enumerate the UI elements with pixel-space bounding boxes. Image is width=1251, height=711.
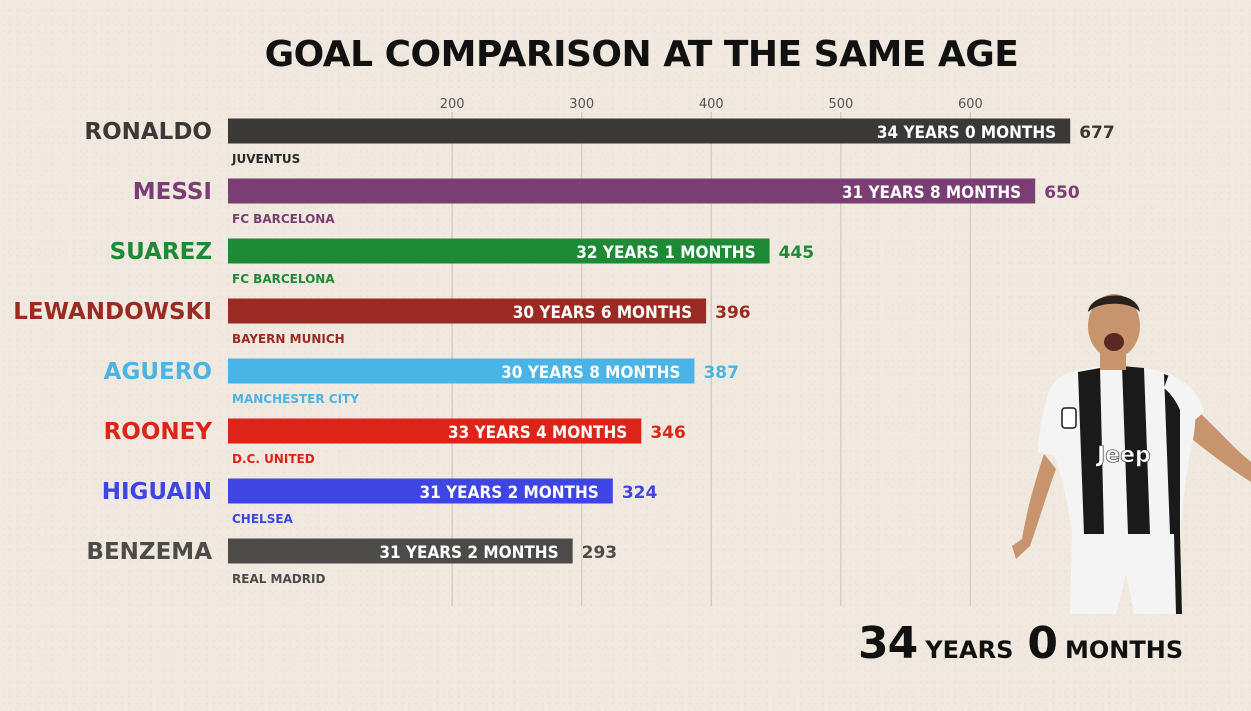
goal-bar	[228, 118, 1071, 144]
x-tick-label: 500	[828, 97, 853, 112]
player-photo: Jeep	[1012, 294, 1251, 614]
goal-bar	[228, 478, 613, 504]
age-label: 31 YEARS 8 MONTHS	[842, 183, 1021, 203]
age-label: 31 YEARS 2 MONTHS	[419, 483, 598, 503]
club-label: FC BARCELONA	[232, 272, 335, 286]
goal-value-label: 677	[1079, 123, 1115, 143]
club-label: JUVENTUS	[231, 152, 300, 166]
goal-bar	[228, 358, 695, 384]
goal-value-label: 346	[650, 423, 686, 443]
age-label: 30 YEARS 8 MONTHS	[501, 363, 680, 383]
goal-bar	[228, 538, 573, 564]
age-label: 32 YEARS 1 MONTHS	[576, 243, 755, 263]
player-name-label: SUAREZ	[110, 239, 212, 265]
player-name-label: BENZEMA	[86, 539, 212, 565]
counter-years-value: 34	[858, 618, 918, 669]
x-tick-label: 300	[569, 97, 594, 112]
counter-months-value: 0	[1027, 618, 1058, 669]
counter-years-unit: YEARS	[925, 636, 1014, 664]
x-axis-ticks: 200 300 400 500 600	[440, 97, 983, 112]
counter-months-unit: MONTHS	[1064, 636, 1184, 664]
goal-value-label: 324	[622, 483, 658, 503]
player-name-label: HIGUAIN	[102, 479, 212, 505]
player-name-label: AGUERO	[104, 359, 212, 385]
svg-text:Jeep: Jeep	[1095, 443, 1151, 468]
age-counter: 34 YEARS 0 MONTHS	[858, 618, 1197, 669]
goal-bar	[228, 238, 770, 264]
goal-bar	[228, 418, 642, 444]
chart-title: GOAL COMPARISON AT THE SAME AGE	[264, 34, 1019, 75]
x-tick-label: 600	[958, 97, 983, 112]
club-label: CHELSEA	[232, 512, 294, 526]
club-label: REAL MADRID	[232, 572, 325, 586]
club-label: D.C. UNITED	[232, 452, 315, 466]
goal-value-label: 387	[703, 363, 739, 383]
age-label: 33 YEARS 4 MONTHS	[448, 423, 627, 443]
age-label: 30 YEARS 6 MONTHS	[513, 303, 692, 323]
goal-value-label: 396	[715, 303, 751, 323]
player-name-label: RONALDO	[84, 119, 212, 145]
player-name-label: ROONEY	[104, 419, 213, 445]
goal-bar	[228, 178, 1036, 204]
age-label: 31 YEARS 2 MONTHS	[379, 543, 558, 563]
club-label: BAYERN MUNICH	[232, 332, 345, 346]
goal-value-label: 445	[779, 243, 815, 263]
goal-value-label: 293	[582, 543, 618, 563]
player-name-label: MESSI	[133, 179, 212, 205]
player-name-label: LEWANDOWSKI	[13, 299, 212, 325]
x-tick-label: 200	[440, 97, 465, 112]
x-tick-label: 400	[699, 97, 724, 112]
age-label: 34 YEARS 0 MONTHS	[877, 123, 1056, 143]
club-label: FC BARCELONA	[232, 212, 335, 226]
bars: RONALDO 34 YEARS 0 MONTHS 677 JUVENTUS MESSI…	[13, 118, 1115, 586]
club-label: MANCHESTER CITY	[232, 392, 359, 406]
goal-value-label: 650	[1044, 183, 1080, 203]
goal-bar	[228, 298, 707, 324]
